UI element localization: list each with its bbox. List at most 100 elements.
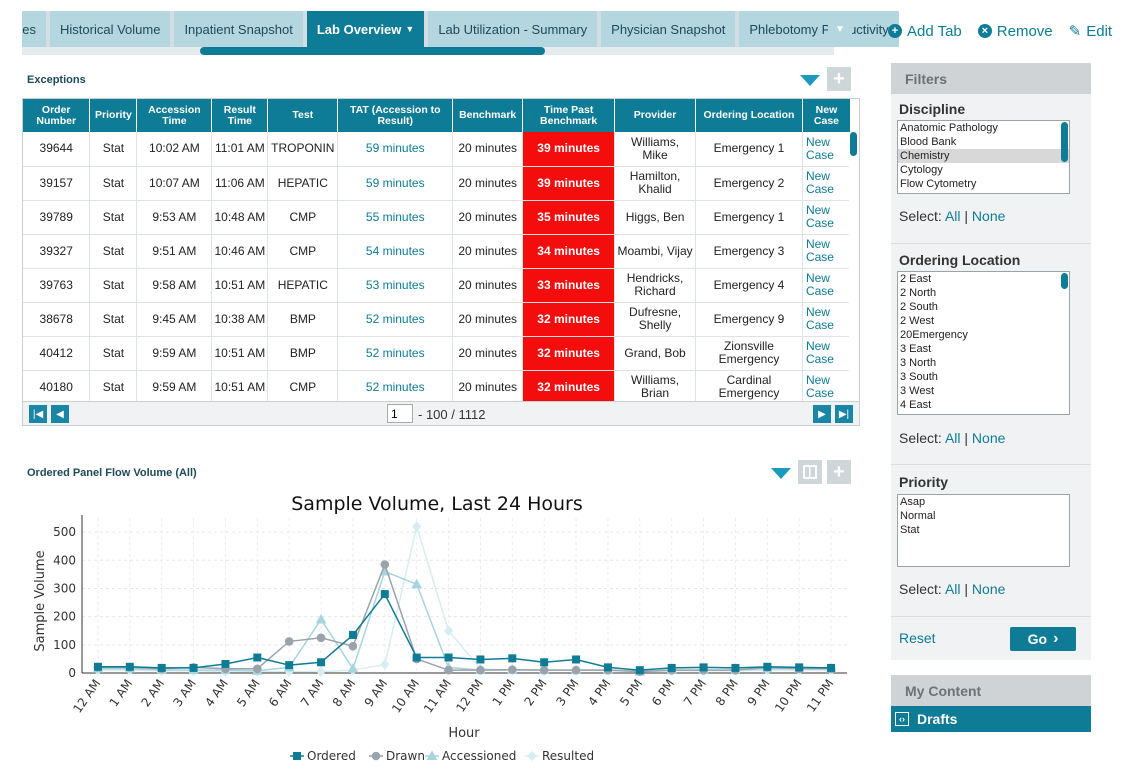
- data-point[interactable]: [93, 662, 102, 671]
- discipline-scrollbar[interactable]: [1061, 122, 1068, 162]
- legend-item[interactable]: Ordered: [290, 749, 356, 763]
- column-header[interactable]: Priority: [89, 99, 138, 132]
- data-point[interactable]: [444, 665, 453, 675]
- tab-historical-volume[interactable]: Historical Volume: [50, 11, 171, 47]
- legend-item[interactable]: Accessioned: [425, 749, 516, 763]
- tab-physician-snapshot[interactable]: Physician Snapshot: [601, 11, 736, 47]
- list-item[interactable]: 2 North: [900, 287, 937, 299]
- cell-tat[interactable]: 55 minutes: [337, 200, 454, 235]
- list-item[interactable]: 4 East: [900, 399, 932, 411]
- tab-overflow-button[interactable]: ▼: [828, 11, 852, 47]
- list-item[interactable]: 3 West: [900, 385, 935, 397]
- discipline-select-none[interactable]: None: [971, 208, 1006, 224]
- data-point[interactable]: [380, 659, 390, 670]
- list-item[interactable]: 20Emergency: [900, 329, 968, 341]
- data-point[interactable]: [285, 661, 294, 670]
- reset-button[interactable]: Reset: [899, 630, 936, 646]
- data-point[interactable]: [572, 655, 581, 664]
- panel-menu-icon[interactable]: [771, 468, 791, 479]
- column-header[interactable]: Accession Time: [136, 99, 213, 132]
- edit-tab-button[interactable]: ✎ Edit: [1069, 22, 1112, 41]
- data-point[interactable]: [284, 637, 294, 646]
- legend-item[interactable]: Drawn: [369, 749, 425, 763]
- data-point[interactable]: [476, 665, 485, 675]
- tab-lab-utilization-summary[interactable]: Lab Utilization - Summary: [428, 11, 598, 47]
- tab-lab-overview[interactable]: Lab Overview ▼: [306, 11, 425, 47]
- data-point[interactable]: [827, 663, 836, 672]
- location-select-all[interactable]: All: [944, 430, 961, 446]
- data-point[interactable]: [157, 663, 166, 672]
- table-view-button[interactable]: [798, 460, 822, 484]
- cell-newcase[interactable]: New Case: [802, 268, 852, 303]
- legend-marker[interactable]: [426, 750, 438, 760]
- cell-newcase[interactable]: New Case: [802, 370, 852, 405]
- table-row[interactable]: 38678 Stat 9:45 AM 10:38 AM BMP 52 minutes 20 …: [23, 302, 852, 337]
- list-item[interactable]: Cytology: [900, 164, 943, 176]
- table-row[interactable]: 40412 Stat 9:59 AM 10:51 AM BMP 52 minutes 20 …: [23, 336, 852, 371]
- cell-tat[interactable]: 52 minutes: [337, 302, 454, 337]
- discipline-select-all[interactable]: All: [944, 208, 961, 224]
- add-tab-button[interactable]: + Add Tab: [888, 22, 962, 40]
- cell-newcase[interactable]: New Case: [802, 336, 852, 371]
- chevron-down-icon[interactable]: ▼: [405, 24, 415, 34]
- list-item[interactable]: Normal: [900, 510, 936, 522]
- data-point[interactable]: [412, 521, 422, 532]
- list-item[interactable]: 3 North: [900, 357, 937, 369]
- column-header[interactable]: Result Time: [211, 99, 269, 132]
- tab-phlebotomy-productivity[interactable]: Phlebotomy Productivity: [739, 11, 899, 47]
- location-listbox[interactable]: 2 East 2 North 2 South 2 West 20Emergency 3 E…: [897, 271, 1070, 415]
- panel-menu-icon[interactable]: [800, 75, 820, 86]
- add-panel-button[interactable]: +: [827, 460, 851, 484]
- data-point[interactable]: [444, 653, 453, 662]
- data-point[interactable]: [317, 658, 326, 667]
- column-header[interactable]: Ordering Location: [695, 99, 803, 132]
- legend-item[interactable]: Resulted: [525, 749, 594, 763]
- cell-tat[interactable]: 52 minutes: [337, 370, 454, 405]
- tab-scrollbar[interactable]: [22, 47, 834, 55]
- table-scrollbar[interactable]: [849, 132, 859, 402]
- cell-newcase[interactable]: New Case: [802, 166, 852, 201]
- column-header[interactable]: New Case: [802, 99, 852, 132]
- priority-select-all[interactable]: All: [944, 581, 961, 597]
- tab-ses[interactable]: ses: [22, 11, 46, 47]
- data-point[interactable]: [540, 658, 549, 667]
- data-point[interactable]: [699, 663, 708, 672]
- priority-listbox[interactable]: Asap Normal Stat: [897, 494, 1070, 567]
- data-point[interactable]: [795, 663, 804, 672]
- table-row[interactable]: 40180 Stat 9:59 AM 10:51 AM CMP 52 minutes 20 …: [23, 370, 852, 405]
- column-header[interactable]: Provider: [614, 99, 697, 132]
- data-point[interactable]: [539, 665, 549, 675]
- table-row[interactable]: 39644 Stat 10:02 AM 11:01 AM TROPONIN 59 minu…: [23, 132, 852, 167]
- column-header[interactable]: Time Past Benchmark: [522, 99, 616, 132]
- list-item[interactable]: Blood Bank: [900, 136, 957, 148]
- legend-marker[interactable]: [371, 751, 381, 761]
- column-header[interactable]: Order Number: [23, 99, 91, 132]
- cell-tat[interactable]: 54 minutes: [337, 234, 454, 269]
- data-point[interactable]: [603, 663, 612, 672]
- table-row[interactable]: 39789 Stat 9:53 AM 10:48 AM CMP 55 minutes 20 …: [23, 200, 852, 235]
- data-point[interactable]: [443, 625, 454, 636]
- table-row[interactable]: 39763 Stat 9:58 AM 10:51 AM HEPATIC 53 minute…: [23, 268, 852, 303]
- data-point[interactable]: [508, 654, 517, 663]
- list-item[interactable]: 2 South: [900, 301, 938, 313]
- data-point[interactable]: [508, 665, 517, 674]
- data-point[interactable]: [571, 665, 581, 675]
- data-point[interactable]: [348, 641, 358, 651]
- discipline-listbox[interactable]: Anatomic Pathology Blood Bank Chemistry Cyt…: [897, 120, 1070, 194]
- data-point[interactable]: [348, 630, 357, 639]
- list-item[interactable]: 3 East: [900, 343, 932, 355]
- data-point[interactable]: [476, 655, 485, 664]
- list-item[interactable]: 2 West: [900, 315, 935, 327]
- next-page-button[interactable]: ▶: [813, 405, 831, 423]
- column-header[interactable]: TAT (Accession to Result): [337, 99, 454, 132]
- data-point[interactable]: [189, 663, 198, 672]
- column-header[interactable]: Test: [267, 99, 339, 132]
- data-point[interactable]: [125, 662, 134, 671]
- legend-marker[interactable]: [293, 752, 301, 760]
- column-header[interactable]: Benchmark: [452, 99, 524, 132]
- cell-tat[interactable]: 59 minutes: [337, 166, 454, 201]
- table-scrollbar-thumb[interactable]: [850, 132, 857, 156]
- drafts-item[interactable]: ‹› Drafts: [891, 706, 1091, 732]
- data-point[interactable]: [221, 659, 230, 668]
- data-point[interactable]: [253, 664, 262, 674]
